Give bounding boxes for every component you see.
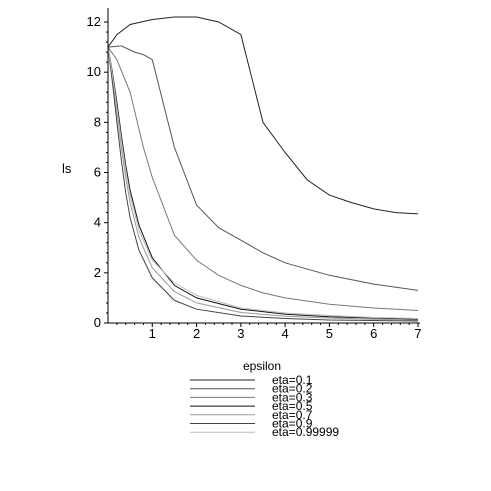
x-tick-label: 3 — [237, 326, 244, 341]
legend-label-4: eta=0.5 — [272, 399, 313, 413]
y-axis-label: ls — [62, 161, 72, 176]
legend-label-3: eta=0.3 — [272, 390, 313, 404]
legend: epsilon eta=0.1eta=0.2eta=0.3eta=0.5eta=… — [190, 359, 339, 439]
x-tick-label: 5 — [326, 326, 333, 341]
legend-label-7: eta=0.99999 — [272, 425, 339, 439]
legend-label-5: eta=0.7 — [272, 408, 313, 422]
series-line-1 — [107, 16, 419, 215]
legend-title: epsilon — [243, 359, 281, 373]
y-tick-label: 0 — [94, 315, 101, 330]
series-line-2 — [107, 45, 419, 291]
legend-label-6: eta=0.9 — [272, 417, 313, 431]
x-tick-label: 4 — [282, 326, 289, 341]
y-tick-label: 10 — [87, 64, 101, 79]
y-tick-label: 6 — [94, 165, 101, 180]
y-tick-label: 2 — [94, 265, 101, 280]
series-line-7 — [107, 47, 419, 319]
y-tick-label: 12 — [87, 14, 101, 29]
legend-label-2: eta=0.2 — [272, 382, 313, 396]
x-tick-label: 7 — [414, 326, 421, 341]
x-tick-label: 2 — [193, 326, 200, 341]
series-line-6 — [107, 47, 419, 322]
series-line-4 — [107, 47, 419, 320]
x-tick-label: 6 — [370, 326, 377, 341]
series-line-5 — [107, 47, 419, 321]
series-line-3 — [107, 46, 419, 311]
x-tick-label: 1 — [149, 326, 156, 341]
axes-layer — [107, 8, 420, 324]
legend-label-1: eta=0.1 — [272, 373, 313, 387]
y-tick-label: 8 — [94, 114, 101, 129]
y-tick-label: 4 — [94, 215, 101, 230]
series-layer — [107, 16, 419, 322]
